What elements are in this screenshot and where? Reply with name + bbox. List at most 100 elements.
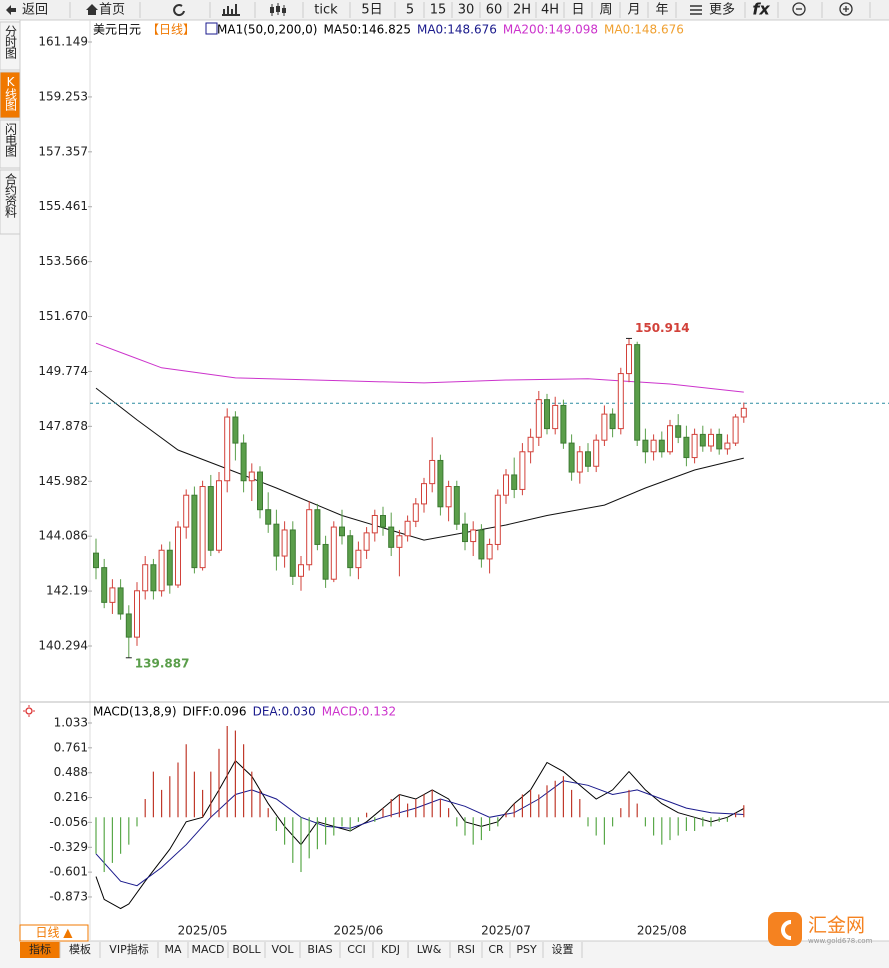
candle-body <box>634 344 641 441</box>
sidebar-tab[interactable] <box>0 71 21 119</box>
high-label: 150.914 <box>635 321 690 335</box>
candle-body <box>503 474 509 496</box>
y-tick-label: 155.461 <box>38 199 88 213</box>
tab-label[interactable]: LW& <box>417 943 442 956</box>
candle-body <box>527 436 534 453</box>
tab-label[interactable]: MA <box>164 943 181 956</box>
candle-body <box>650 439 657 453</box>
tab-label[interactable]: VIP指标 <box>109 942 148 956</box>
menu-icon[interactable] <box>690 5 702 15</box>
tab-label[interactable]: 模板 <box>69 942 91 956</box>
toolbar-button[interactable]: 周 <box>599 3 612 18</box>
legend-entry: 美元日元 <box>93 23 141 37</box>
sidebar-tab-label[interactable]: 闪电图 <box>4 123 18 157</box>
tab-label[interactable]: KDJ <box>381 943 400 956</box>
candle-body <box>265 509 272 525</box>
candle-body <box>732 416 739 444</box>
tab-label[interactable]: RSI <box>457 943 475 956</box>
zoom-in-plus <box>843 6 849 12</box>
tab-label[interactable]: CR <box>488 943 504 956</box>
tab-label[interactable]: MACD <box>192 943 225 956</box>
candle-body <box>609 413 616 430</box>
period-label[interactable]: 日线 ▲ <box>35 926 73 940</box>
candle-body <box>207 486 214 551</box>
candle-body <box>421 483 427 505</box>
ma-icon[interactable] <box>205 22 218 35</box>
sidebar-tab-label[interactable]: 合约资料 <box>4 172 18 218</box>
candle-body <box>380 514 386 528</box>
refresh-icon[interactable] <box>173 4 185 17</box>
toolbar-button[interactable]: 5日 <box>361 3 382 18</box>
candle-body <box>109 587 116 603</box>
candle-body <box>347 535 354 569</box>
candle-body <box>675 425 682 438</box>
toolbar-button[interactable]: 更多 <box>709 2 735 18</box>
candle-body <box>142 564 149 592</box>
candle-body <box>429 459 436 485</box>
candle-body <box>453 486 460 525</box>
indicator-line <box>95 342 744 393</box>
toolbar-button[interactable]: fx <box>752 0 770 19</box>
home-icon[interactable] <box>86 4 98 15</box>
legend-entry: MA1(50,0,200,0) <box>217 23 317 37</box>
zoom-in-icon[interactable] <box>839 2 853 16</box>
indicator-icon[interactable] <box>25 707 33 715</box>
toolbar-button[interactable]: 5 <box>406 3 414 18</box>
candle-body <box>412 503 419 522</box>
period-box[interactable] <box>19 924 89 942</box>
toolbar-button[interactable]: 日 <box>571 3 584 18</box>
x-tick-label: 2025/08 <box>637 924 687 938</box>
zoom-out-icon[interactable] <box>792 2 806 16</box>
candle-body <box>683 436 690 459</box>
tab-label[interactable]: BIAS <box>307 943 332 956</box>
toolbar-button[interactable]: 30 <box>458 3 475 18</box>
legend-entry: DIFF:0.096 <box>183 705 247 719</box>
tab-label[interactable]: 设置 <box>552 943 574 956</box>
y-tick-label: 161.149 <box>38 35 88 49</box>
toolbar-button[interactable]: 4H <box>541 3 559 18</box>
sidebar-tab-label[interactable]: 分时图 <box>4 25 18 59</box>
candle-body <box>576 451 583 473</box>
tab-label[interactable]: 指标 <box>29 942 51 956</box>
tab-label[interactable]: CCI <box>347 943 366 956</box>
candle-body <box>232 416 239 444</box>
candle-body <box>535 399 542 438</box>
sidebar-tab[interactable] <box>0 169 21 235</box>
candle-body <box>175 526 181 586</box>
tab-label[interactable]: BOLL <box>232 943 261 956</box>
candle-body <box>248 471 255 482</box>
toolbar-button[interactable]: 返回 <box>22 3 48 18</box>
candle-body <box>593 439 600 467</box>
candle-body <box>396 535 403 548</box>
candle-body <box>568 442 575 473</box>
sidebar-tab-label[interactable]: K线图 <box>4 75 18 111</box>
y-tick-label: 145.982 <box>38 474 88 488</box>
toolbar-button[interactable]: 月 <box>627 3 640 18</box>
toolbar-button[interactable]: tick <box>314 3 338 18</box>
candle-body <box>339 526 345 537</box>
candle-body <box>289 529 296 577</box>
candle-body <box>224 416 231 482</box>
x-tick-label: 2025/07 <box>481 924 531 938</box>
sidebar-tab[interactable] <box>0 21 21 71</box>
candle-body <box>724 442 731 450</box>
toolbar-button[interactable]: 2H <box>513 3 531 18</box>
legend-entry: 【日线】 <box>147 23 195 37</box>
candle-body <box>166 549 173 586</box>
y-tick-label: 0.488 <box>54 765 88 779</box>
candle-body <box>740 407 747 418</box>
back-icon[interactable] <box>6 5 16 15</box>
candle-body <box>478 529 485 560</box>
y-tick-label: 0.761 <box>54 740 88 754</box>
tab-label[interactable]: VOL <box>271 943 294 956</box>
toolbar-button[interactable]: 60 <box>486 3 503 18</box>
tab-label[interactable]: PSY <box>516 943 537 956</box>
toolbar-button[interactable]: 首页 <box>99 3 125 18</box>
candle-body <box>117 587 124 615</box>
sidebar-tab[interactable] <box>0 119 21 169</box>
candle-body <box>404 520 411 537</box>
toolbar-button[interactable]: 15 <box>430 3 447 18</box>
toolbar-button[interactable]: 年 <box>655 3 668 18</box>
indicator-icon-rays <box>23 705 35 717</box>
chart-icon[interactable] <box>222 4 240 16</box>
